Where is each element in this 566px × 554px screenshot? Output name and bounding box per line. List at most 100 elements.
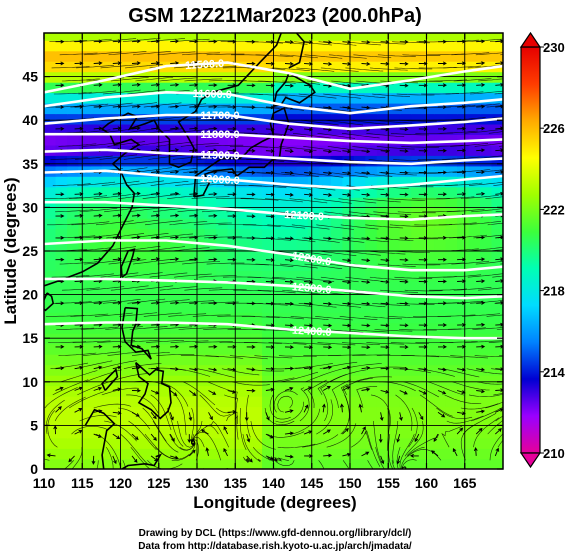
temperature-cell [170, 312, 183, 324]
temperature-cell [319, 207, 332, 219]
wind-arrow [399, 192, 409, 197]
wind-arrow [418, 148, 428, 153]
temperature-cell [204, 92, 217, 104]
temperature-cell [330, 176, 344, 188]
streamline [442, 156, 481, 160]
wind-arrow [380, 236, 390, 241]
temperature-cell [204, 134, 217, 146]
temperature-cell [388, 312, 401, 324]
temperature-cell [330, 301, 344, 313]
streamline [147, 460, 183, 469]
temperature-cell [181, 458, 194, 469]
wind-arrow [91, 455, 96, 465]
streamline [388, 316, 427, 319]
wind-arrow [457, 322, 467, 327]
temperature-cell [250, 217, 263, 230]
temperature-cell [457, 60, 470, 73]
streamline [98, 38, 137, 42]
temperature-cell [296, 113, 309, 125]
streamline [155, 233, 194, 239]
streamline [489, 433, 503, 461]
streamline [495, 415, 503, 422]
temperature-cell [491, 249, 503, 261]
temperature-cell [491, 458, 503, 469]
temperature-cell [78, 448, 91, 460]
wind-arrow [418, 301, 428, 306]
temperature-cell [78, 291, 91, 303]
coastline [44, 33, 282, 287]
wind-arrow [189, 300, 199, 305]
coastline [44, 292, 55, 312]
temperature-cell [342, 385, 355, 397]
temperature-cell [67, 406, 80, 418]
temperature-cell [330, 343, 344, 355]
x-tick-label: 110 [33, 475, 56, 491]
temperature-cell [158, 280, 172, 292]
streamline [205, 355, 244, 359]
temperature-cell [170, 40, 183, 52]
temperature-cell [147, 228, 160, 240]
wind-arrow [304, 127, 314, 132]
temperature-cell [67, 33, 80, 41]
temperature-cell [376, 374, 390, 387]
wind-arrow [495, 257, 503, 262]
wind-arrow [418, 345, 428, 349]
streamline [369, 67, 408, 71]
temperature-cell [353, 406, 367, 418]
temperature-cell [319, 81, 332, 94]
temperature-cell [239, 217, 252, 230]
temperature-cell [227, 427, 240, 439]
temperature-cell [319, 71, 332, 83]
wind-arrow [151, 257, 161, 262]
temperature-cell [227, 312, 240, 324]
temperature-cell [319, 280, 332, 292]
temperature-cell [250, 301, 263, 313]
temperature-cell [147, 33, 160, 41]
temperature-cell [491, 385, 503, 397]
wind-arrow [200, 429, 209, 435]
streamline [74, 155, 113, 160]
streamline [426, 262, 465, 265]
temperature-cell [330, 102, 344, 115]
temperature-cell [193, 134, 206, 146]
streamline [170, 129, 209, 134]
wind-arrow [399, 236, 409, 241]
temperature-cell [330, 40, 344, 52]
wind-arrow [399, 40, 409, 44]
temperature-cell [434, 60, 447, 73]
temperature-cell [307, 123, 321, 135]
temperature-cell [445, 217, 458, 230]
temperature-cell [411, 228, 424, 240]
temperature-cell [44, 81, 57, 94]
streamline [267, 431, 305, 438]
colorbar-tick-label: 226 [543, 121, 565, 136]
temperature-cell [147, 385, 160, 397]
temperature-cell [480, 280, 493, 292]
streamline [388, 434, 394, 469]
temperature-cell [262, 448, 275, 460]
temperature-cell [353, 385, 367, 397]
wind-arrow [361, 301, 371, 306]
temperature-cell [296, 81, 309, 94]
streamline [255, 263, 294, 267]
streamline [404, 420, 424, 457]
wind-arrow [208, 83, 218, 87]
temperature-cell [262, 437, 275, 449]
temperature-cell [491, 155, 503, 167]
temperature-cell [422, 312, 435, 324]
streamline [175, 182, 214, 186]
wind-arrow [208, 344, 218, 349]
streamline [82, 142, 121, 147]
streamline [126, 394, 159, 414]
temperature-cell [204, 416, 217, 428]
temperature-cell [147, 207, 160, 219]
temperature-cell [457, 343, 470, 355]
temperature-cell [78, 40, 91, 52]
wind-arrow [93, 82, 103, 87]
temperature-cell [250, 259, 263, 271]
temperature-cell [468, 270, 481, 282]
temperature-cell [112, 40, 126, 52]
streamline [282, 289, 321, 295]
temperature-cell [44, 92, 57, 104]
temperature-cell [216, 60, 229, 73]
